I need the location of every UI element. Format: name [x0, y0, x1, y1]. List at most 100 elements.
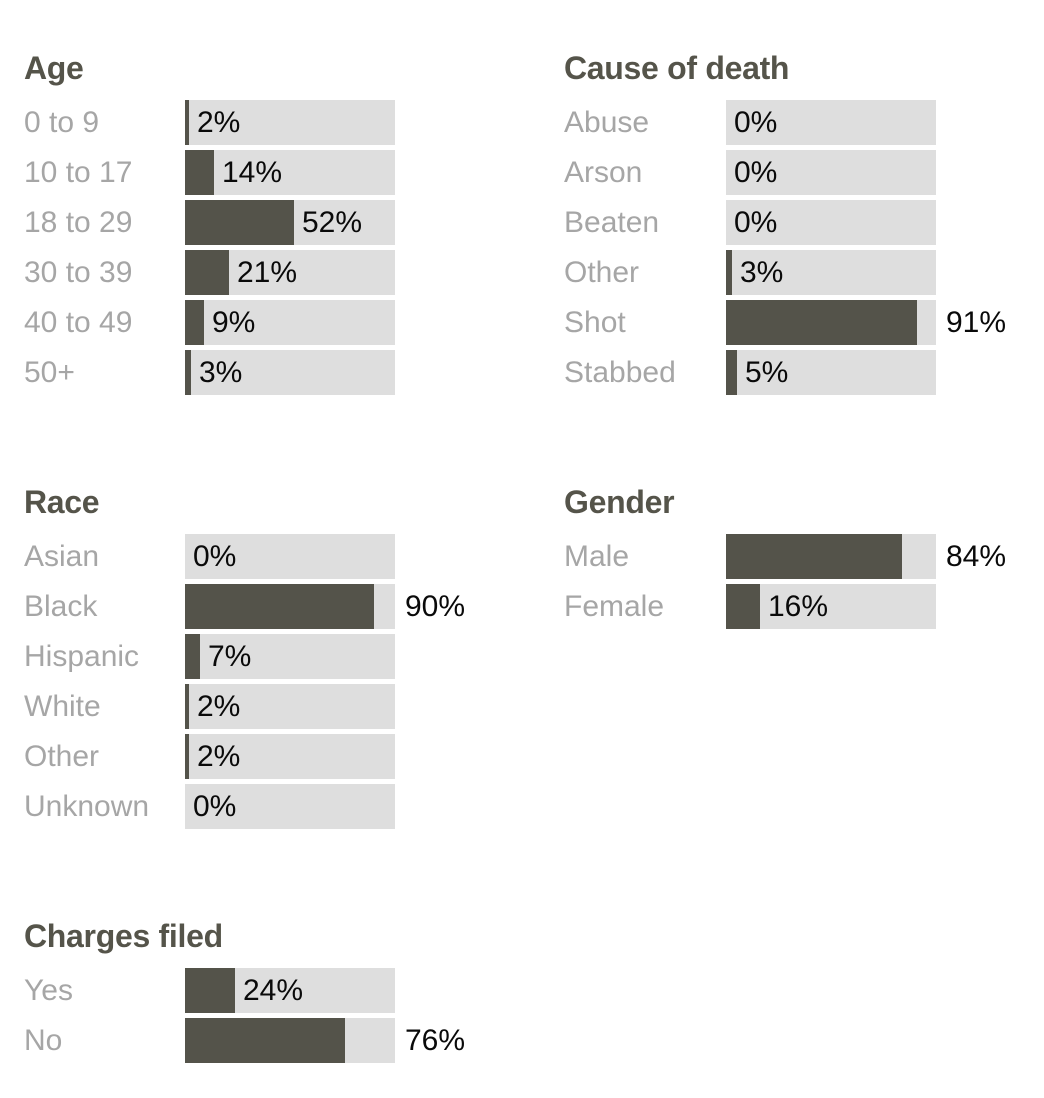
- category-label: Arson: [564, 155, 643, 189]
- bar-fill: [726, 584, 760, 629]
- category-label: 18 to 29: [24, 205, 133, 239]
- chart-title-race: Race: [24, 484, 100, 520]
- category-label: Unknown: [24, 789, 150, 823]
- bar-row: 18 to 29 52%: [24, 200, 395, 245]
- bar-fill: [726, 250, 732, 295]
- value-label: 0%: [734, 155, 778, 189]
- chart-title-cause-of-death: Cause of death: [564, 50, 790, 86]
- chart-rows: Yes 24% No 76%: [24, 968, 465, 1063]
- bar-fill: [185, 350, 191, 395]
- category-label: Black: [24, 589, 98, 623]
- bar-row: 30 to 39 21%: [24, 250, 395, 295]
- bar-track: 0%: [185, 784, 395, 829]
- bar-fill: [185, 634, 200, 679]
- bar-fill: [185, 300, 204, 345]
- chart-title-age: Age: [24, 50, 84, 86]
- bar-row: Asian 0%: [24, 534, 395, 579]
- bar-track: 3%: [726, 250, 936, 295]
- bar-track: 52%: [185, 200, 395, 245]
- value-label: 91%: [946, 305, 1007, 339]
- value-label: 0%: [193, 789, 237, 823]
- bar-fill: [726, 300, 917, 345]
- bar-fill: [185, 734, 189, 779]
- bar-track: 0%: [726, 100, 936, 145]
- chart-age: Age 0 to 9 2% 10 to 17 14% 18 to 29 52% 30 to …: [24, 48, 395, 400]
- value-label: 24%: [243, 973, 304, 1007]
- bar-fill: [185, 250, 229, 295]
- value-label: 0%: [734, 105, 778, 139]
- bar-track: 0%: [726, 150, 936, 195]
- bar-row: Stabbed 5%: [564, 350, 936, 395]
- bar-track: 9%: [185, 300, 395, 345]
- category-label: 40 to 49: [24, 305, 133, 339]
- category-label: Abuse: [564, 105, 650, 139]
- category-label: 10 to 17: [24, 155, 133, 189]
- category-label: Female: [564, 589, 665, 623]
- chart-rows: 0 to 9 2% 10 to 17 14% 18 to 29 52% 30 to 39 21…: [24, 100, 395, 395]
- value-label: 3%: [740, 255, 784, 289]
- bar-row: Male 84%: [564, 534, 1006, 579]
- chart-title-gender: Gender: [564, 484, 675, 520]
- category-label: Stabbed: [564, 355, 676, 389]
- value-label: 16%: [768, 589, 829, 623]
- bar-row: Yes 24%: [24, 968, 395, 1013]
- bar-row: Shot 91%: [564, 300, 1006, 345]
- bar-row: Other 2%: [24, 734, 395, 779]
- bar-track: 76%: [185, 1018, 465, 1063]
- bar-row: 50+ 3%: [24, 350, 395, 395]
- category-label: Beaten: [564, 205, 660, 239]
- value-label: 3%: [199, 355, 243, 389]
- bar-fill: [185, 1018, 345, 1063]
- category-label: 30 to 39: [24, 255, 133, 289]
- bar-row: Unknown 0%: [24, 784, 395, 829]
- value-label: 2%: [197, 739, 241, 773]
- bar-track: 91%: [726, 300, 1006, 345]
- chart-charges-filed: Charges filed Yes 24% No 76%: [24, 916, 465, 1068]
- category-label: 50+: [24, 355, 75, 389]
- bar-fill: [185, 584, 374, 629]
- value-label: 90%: [405, 589, 466, 623]
- bar-fill: [185, 200, 294, 245]
- category-label: Male: [564, 539, 630, 573]
- bar-row: Arson 0%: [564, 150, 936, 195]
- bar-track: 7%: [185, 634, 395, 679]
- bar-row: Hispanic 7%: [24, 634, 395, 679]
- bar-track: 2%: [185, 734, 395, 779]
- value-label: 2%: [197, 689, 241, 723]
- category-label: Yes: [24, 973, 73, 1007]
- value-label: 76%: [405, 1023, 466, 1057]
- bar-fill: [185, 684, 189, 729]
- value-label: 84%: [946, 539, 1007, 573]
- value-label: 0%: [734, 205, 778, 239]
- value-label: 21%: [237, 255, 298, 289]
- bar-track: 2%: [185, 100, 395, 145]
- bar-track: 90%: [185, 584, 465, 629]
- value-label: 2%: [197, 105, 241, 139]
- bar-track: 5%: [726, 350, 936, 395]
- bar-track: 0%: [726, 200, 936, 245]
- bar-row: Other 3%: [564, 250, 936, 295]
- category-label: Other: [564, 255, 640, 289]
- category-label: Asian: [24, 539, 100, 573]
- category-label: White: [24, 689, 101, 723]
- bar-fill: [185, 100, 189, 145]
- category-label: 0 to 9: [24, 105, 100, 139]
- bar-row: Abuse 0%: [564, 100, 936, 145]
- category-label: Shot: [564, 305, 626, 339]
- value-label: 14%: [222, 155, 283, 189]
- bar-track: 16%: [726, 584, 936, 629]
- chart-title-charges-filed: Charges filed: [24, 918, 223, 954]
- bar-track: 84%: [726, 534, 1006, 579]
- bar-fill: [185, 150, 214, 195]
- bar-row: Beaten 0%: [564, 200, 936, 245]
- bar-row: Black 90%: [24, 584, 465, 629]
- bar-track: 0%: [185, 534, 395, 579]
- bar-fill: [726, 534, 902, 579]
- category-label: Other: [24, 739, 100, 773]
- bar-row: 40 to 49 9%: [24, 300, 395, 345]
- chart-rows: Asian 0% Black 90% Hispanic 7% White 2% Other 2% U…: [24, 534, 465, 829]
- bar-row: No 76%: [24, 1018, 465, 1063]
- value-label: 0%: [193, 539, 237, 573]
- chart-gender: Gender Male 84% Female 16%: [564, 482, 1006, 634]
